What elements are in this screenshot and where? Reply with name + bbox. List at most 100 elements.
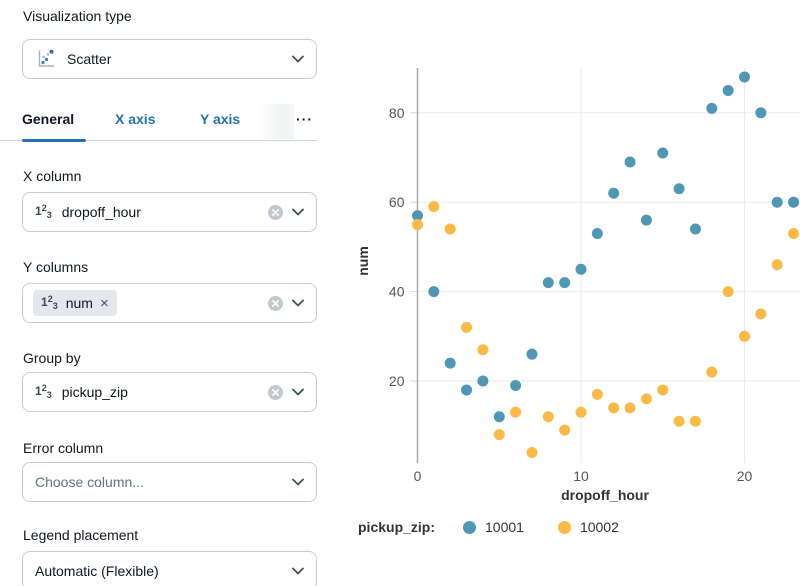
tab-general[interactable]: General <box>22 111 75 127</box>
data-point <box>624 156 636 168</box>
data-point <box>755 308 767 320</box>
y-tick-label: 80 <box>389 105 405 121</box>
data-point <box>428 286 440 298</box>
y-columns-label: Y columns <box>23 259 89 275</box>
legend-dot-icon <box>463 520 477 534</box>
data-point <box>526 348 538 360</box>
config-tabs: General X axis Y axis ··· <box>0 104 318 142</box>
chevron-down-icon <box>292 203 304 221</box>
clear-icon[interactable] <box>267 295 284 312</box>
legend-dot-icon <box>557 520 571 534</box>
data-point <box>444 223 456 235</box>
y-tick-label: 60 <box>389 194 405 210</box>
x-tick-label: 0 <box>414 468 422 484</box>
data-point <box>771 259 783 271</box>
clear-icon[interactable] <box>267 384 284 401</box>
tab-overflow-fade <box>260 104 294 139</box>
data-point <box>428 201 440 213</box>
active-tab-underline <box>22 139 86 142</box>
data-point <box>788 227 800 239</box>
data-point <box>461 321 473 333</box>
data-point <box>624 402 636 414</box>
chart-legend: pickup_zip: 10001 10002 <box>358 519 653 535</box>
data-point <box>559 424 571 436</box>
legend-label: 10002 <box>579 519 619 535</box>
data-point <box>591 227 603 239</box>
x-axis-title: dropoff_hour <box>561 487 649 503</box>
viz-type-select[interactable]: Scatter <box>22 39 317 79</box>
data-point <box>575 406 587 418</box>
legend-label: 10001 <box>485 519 524 535</box>
data-point <box>640 214 652 226</box>
data-point <box>591 388 603 400</box>
clear-icon[interactable] <box>267 204 284 221</box>
data-point <box>510 406 522 418</box>
data-point <box>739 330 750 342</box>
chip-remove-icon[interactable]: × <box>99 294 109 312</box>
data-point <box>706 366 718 378</box>
viz-type-value: Scatter <box>67 51 112 67</box>
data-point <box>608 187 620 199</box>
y-axis-title: num <box>355 246 371 276</box>
data-point <box>493 411 505 423</box>
data-point <box>526 447 538 459</box>
group-by-label: Group by <box>23 350 81 366</box>
x-tick-label: 10 <box>573 468 589 484</box>
viz-config-panel: Visualization type Scatter General X axi… <box>0 0 340 586</box>
legend-item[interactable]: 10001 <box>463 519 524 535</box>
error-column-placeholder: Choose column... <box>35 474 144 490</box>
error-column-label: Error column <box>23 440 104 456</box>
group-by-select[interactable]: 123 pickup_zip <box>22 372 317 412</box>
data-point <box>542 277 554 289</box>
y-column-chip[interactable]: 123 num × <box>33 290 117 316</box>
chevron-down-icon <box>292 294 304 312</box>
data-point <box>689 223 701 235</box>
data-point <box>575 263 587 275</box>
x-tick-label: 20 <box>737 468 753 484</box>
chevron-down-icon <box>292 50 304 68</box>
data-point <box>722 84 734 96</box>
scatter-chart-icon <box>35 48 57 70</box>
data-point <box>673 183 685 195</box>
data-point <box>657 147 669 159</box>
data-point <box>444 357 456 369</box>
data-point <box>510 379 522 391</box>
legend-placement-select[interactable]: Automatic (Flexible) <box>22 551 317 586</box>
legend-title: pickup_zip: <box>358 519 436 535</box>
data-point <box>706 102 718 114</box>
data-point <box>640 393 652 405</box>
tab-x-axis[interactable]: X axis <box>115 111 156 127</box>
x-column-select[interactable]: 123 dropoff_hour <box>22 192 317 232</box>
legend-item[interactable]: 10002 <box>557 519 619 535</box>
data-point <box>657 384 669 396</box>
tab-y-axis[interactable]: Y axis <box>200 111 241 127</box>
data-point <box>542 411 554 423</box>
data-point <box>461 384 473 396</box>
group-by-value: pickup_zip <box>61 384 128 400</box>
x-column-label: X column <box>23 168 82 184</box>
data-point <box>493 429 505 441</box>
number-type-icon: 123 <box>35 383 52 400</box>
data-point <box>722 286 734 298</box>
y-column-chip-value: num <box>65 295 93 311</box>
more-tabs-button[interactable]: ··· <box>296 111 313 127</box>
y-tick-label: 40 <box>389 284 405 300</box>
legend-placement-label: Legend placement <box>23 527 139 543</box>
data-point <box>673 415 685 427</box>
chevron-down-icon <box>292 473 304 491</box>
y-columns-select[interactable]: 123 num × <box>22 283 317 323</box>
number-type-icon: 123 <box>35 203 52 220</box>
legend-placement-value: Automatic (Flexible) <box>35 563 159 579</box>
x-column-value: dropoff_hour <box>61 204 141 220</box>
data-point <box>739 71 750 83</box>
data-point <box>412 219 423 231</box>
data-point <box>608 402 620 414</box>
error-column-select[interactable]: Choose column... <box>22 462 317 502</box>
data-point <box>412 210 423 222</box>
data-point <box>559 277 571 289</box>
y-tick-label: 20 <box>389 373 405 389</box>
data-point <box>755 107 767 119</box>
data-point <box>477 375 489 387</box>
number-type-icon: 123 <box>41 294 58 311</box>
